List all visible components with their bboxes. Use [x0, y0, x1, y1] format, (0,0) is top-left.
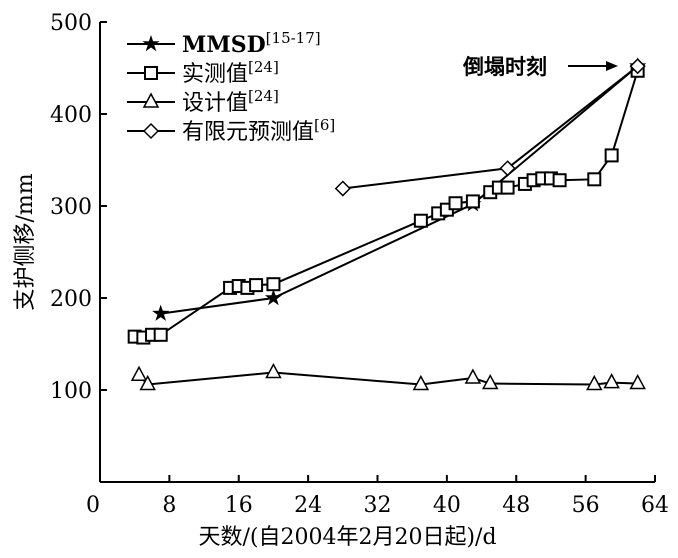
data-point-triangle — [265, 362, 282, 379]
legend-marker-star — [142, 35, 160, 52]
data-point-square — [604, 148, 619, 163]
series-line-star — [160, 65, 639, 315]
x-axis-label: 天数/(自2004年2月20日起)/d — [198, 525, 496, 550]
data-point-diamond — [334, 180, 351, 197]
data-point-square — [266, 277, 281, 292]
data-point-square — [413, 213, 428, 228]
legend-label: 实测值[24] — [182, 58, 279, 87]
x-tick-label: 64 — [641, 493, 669, 518]
annotation-arrowhead — [606, 61, 618, 71]
data-point-star — [152, 304, 170, 321]
collapse-annotation: 倒塌时刻 — [462, 54, 547, 79]
data-point-triangle — [139, 374, 156, 391]
series-line-diamond — [342, 65, 639, 190]
data-point-square — [465, 194, 480, 209]
data-point-diamond — [499, 160, 516, 177]
data-point-triangle — [412, 374, 430, 391]
data-point-triangle — [603, 373, 620, 389]
legend-marker-square — [144, 66, 158, 80]
data-point-triangle — [464, 368, 482, 384]
data-point-diamond — [629, 58, 646, 75]
x-tick-label: 32 — [364, 493, 392, 518]
data-point-triangle — [130, 365, 148, 382]
data-point-triangle — [481, 373, 499, 390]
data-point-square — [448, 196, 463, 211]
y-tick-label: 400 — [50, 103, 92, 128]
x-tick-label: 40 — [433, 493, 461, 518]
data-point-square — [153, 327, 168, 342]
legend-marker-diamond — [142, 122, 160, 140]
y-tick-label: 300 — [50, 195, 92, 220]
legend-label: MMSD[15-17] — [182, 29, 321, 58]
data-point-triangle — [586, 374, 603, 391]
x-tick-label: 56 — [572, 493, 600, 518]
data-point-triangle — [629, 373, 646, 390]
legend-label: 设计值[24] — [182, 87, 279, 116]
data-point-square — [249, 278, 264, 293]
legend-label: 有限元预测值[6] — [182, 116, 335, 145]
y-tick-label: 200 — [50, 287, 92, 312]
x-tick-label: 24 — [294, 493, 322, 518]
y-tick-label: 500 — [50, 11, 92, 36]
x-tick-label: 8 — [162, 493, 176, 518]
x-tick-label: 16 — [225, 493, 253, 518]
y-tick-label: 100 — [50, 379, 92, 404]
data-point-square — [552, 173, 567, 188]
x-tick-label: 48 — [502, 493, 530, 518]
series-line-triangle — [138, 371, 638, 386]
x-tick-label: 0 — [86, 493, 100, 518]
data-point-star — [264, 289, 282, 306]
data-point-square — [587, 172, 602, 187]
y-axis-label: 支护侧移/mm — [13, 173, 38, 310]
data-point-square — [500, 180, 515, 195]
legend-marker-triangle — [142, 92, 160, 108]
